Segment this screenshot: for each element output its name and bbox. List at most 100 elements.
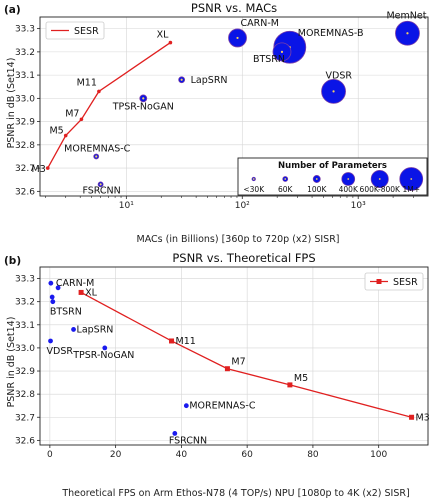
sesr-marker xyxy=(287,382,293,388)
chart-a-title: PSNR vs. MACs xyxy=(191,1,277,15)
sesr-label: M5 xyxy=(294,373,308,384)
y-tick-label: 32.9 xyxy=(15,118,35,128)
x-tick-label: 10¹ xyxy=(119,201,134,211)
model-label: VDSR xyxy=(326,70,353,81)
model-point xyxy=(55,285,61,291)
plot-border xyxy=(39,16,429,197)
size-legend-bubble-center xyxy=(284,178,287,180)
model-bubble-center xyxy=(99,183,102,186)
model-label: CARN-M xyxy=(241,18,279,29)
size-legend-label: 600K-800K xyxy=(360,185,401,194)
sesr-label: XL xyxy=(85,287,98,298)
y-tick-label: 33.1 xyxy=(15,321,35,331)
legend: SESR xyxy=(364,272,424,291)
model-bubble-center xyxy=(280,50,284,53)
model-label: LapSRN xyxy=(77,324,114,335)
size-legend-title: Number of Parameters xyxy=(278,161,387,171)
y-tick-label: 32.7 xyxy=(15,413,35,423)
sesr-label: XL xyxy=(157,30,170,41)
model-point xyxy=(183,403,189,409)
chart-a-ylabel: PSNR in dB (Set14) xyxy=(6,58,17,149)
size-legend-bubble-center xyxy=(315,178,318,180)
sesr-marker xyxy=(63,133,68,138)
y-tick-label: 32.7 xyxy=(15,164,35,174)
panel-label-a: (a) xyxy=(4,4,21,16)
x-tick-label: 60 xyxy=(241,450,253,460)
legend-box xyxy=(364,272,424,291)
model-label: TPSR-NoGAN xyxy=(112,101,174,112)
sesr-marker xyxy=(79,117,84,122)
y-tick-label: 32.8 xyxy=(15,390,35,400)
x-tick-label: 40 xyxy=(176,450,188,460)
size-legend-bubble-center xyxy=(347,178,350,180)
chart-b-ylabel: PSNR in dB (Set14) xyxy=(6,317,17,408)
sesr-marker xyxy=(97,89,101,94)
model-label: FSRCNN xyxy=(169,435,207,446)
size-legend-bubble-center xyxy=(378,178,381,180)
plot-border xyxy=(39,266,429,446)
chart-b-xlabel: Theoretical FPS on Arm Ethos-N78 (4 TOP/… xyxy=(61,488,409,498)
chart-b-plot: 32.6 32.7 32.8 32.9 33.0 33.1 33.2 33.3 0 20 40 60 8… xyxy=(15,266,430,460)
chart-a-plot: 32.6 32.7 32.8 32.9 33.0 33.1 33.2 33.3 10¹ 10² 10… xyxy=(15,10,429,211)
model-bubble-center xyxy=(95,155,98,158)
x-tick-label: 20 xyxy=(110,450,122,460)
y-tick-label: 33.0 xyxy=(15,344,35,354)
model-label: MemNet xyxy=(386,10,426,21)
legend-label: SESR xyxy=(74,26,99,37)
y-tick-label: 33.3 xyxy=(15,25,35,35)
y-tick-label: 33.3 xyxy=(15,275,35,285)
model-label: BTSRN xyxy=(50,307,82,318)
model-label: FSRCNN xyxy=(82,185,120,196)
sesr-marker xyxy=(45,166,50,170)
model-bubble-center xyxy=(406,32,409,35)
sesr-label: M3 xyxy=(416,412,430,423)
size-legend-label: 1M+ xyxy=(402,185,420,194)
sesr-marker xyxy=(169,338,175,344)
y-tick-label: 33.0 xyxy=(15,94,35,104)
size-legend-label: 400K xyxy=(339,185,359,194)
size-legend-label: <30K xyxy=(243,185,265,194)
model-point xyxy=(172,431,178,436)
y-tick-label: 32.8 xyxy=(15,141,35,151)
sesr-marker xyxy=(409,414,415,420)
sesr-marker xyxy=(78,289,84,295)
size-legend-box xyxy=(237,157,428,196)
model-point xyxy=(48,338,53,344)
model-point xyxy=(48,280,54,286)
model-label: VDSR xyxy=(47,346,74,357)
x-tick-label: 0 xyxy=(47,450,53,460)
legend-marker xyxy=(376,279,382,284)
legend-box xyxy=(45,21,105,40)
model-bubble-center xyxy=(180,78,183,81)
model-label: BTSRN xyxy=(253,54,285,65)
size-legend-bubble-center xyxy=(252,178,255,180)
y-tick-label: 33.1 xyxy=(15,71,35,81)
size-legend-bubble-center xyxy=(410,178,413,180)
sesr-label: M7 xyxy=(65,108,79,119)
model-bubble-center xyxy=(142,97,145,100)
sesr-label: M11 xyxy=(176,336,196,347)
chart-a-xlabel: MACs (in Billions) [360p to 720p (x2) SI… xyxy=(137,234,340,245)
x-tick-label: 10³ xyxy=(351,201,366,211)
size-legend-label: 100K xyxy=(307,185,327,194)
model-label: MOREMNAS-C xyxy=(64,143,131,154)
y-tick-label: 32.6 xyxy=(15,436,35,446)
model-label: TPSR-NoGAN xyxy=(72,350,134,361)
model-label: MOREMNAS-B xyxy=(298,28,364,39)
y-tick-label: 33.2 xyxy=(15,48,35,58)
x-tick-label: 10² xyxy=(235,201,250,211)
legend-label: SESR xyxy=(393,277,418,288)
x-tick-label: 100 xyxy=(370,450,387,460)
y-tick-label: 32.9 xyxy=(15,367,35,377)
model-point xyxy=(102,345,108,351)
chart-b-title: PSNR vs. Theoretical FPS xyxy=(172,251,315,265)
sesr-label: M11 xyxy=(77,77,97,88)
model-point xyxy=(50,299,56,305)
y-tick-label: 33.2 xyxy=(15,298,35,308)
model-point xyxy=(71,327,76,332)
sesr-label: M3 xyxy=(32,164,46,175)
y-tick-label: 32.6 xyxy=(15,187,35,197)
sesr-label: M5 xyxy=(49,126,63,137)
model-label: CARN-M xyxy=(56,278,94,289)
